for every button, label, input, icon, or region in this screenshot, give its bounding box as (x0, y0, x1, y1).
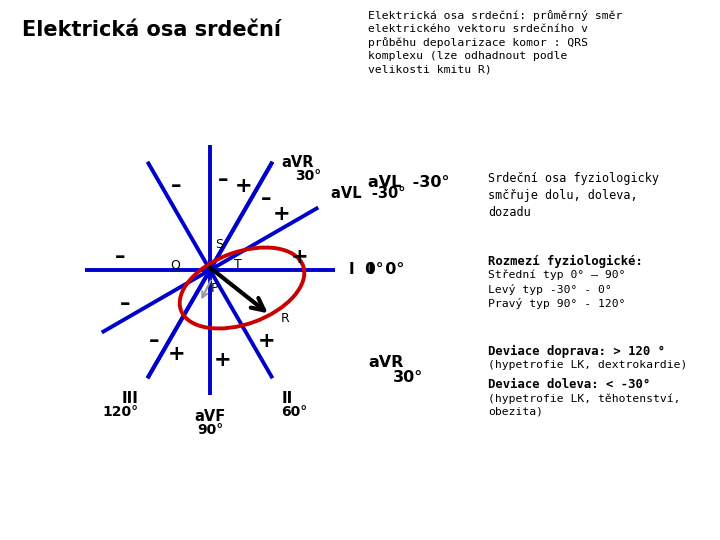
Text: aVL  -30°: aVL -30° (331, 186, 405, 200)
Text: R: R (281, 312, 289, 325)
Text: Elektrická osa srdeční: průměrný směr
elektrického vektoru srdečního v
průběhu d: Elektrická osa srdeční: průměrný směr el… (368, 10, 622, 75)
Text: 30°: 30° (393, 370, 423, 385)
Text: –: – (148, 332, 159, 352)
Text: Střední typ 0° – 90°
Levý typ -30° - 0°
Pravý typ 90° - 120°: Střední typ 0° – 90° Levý typ -30° - 0° … (488, 270, 626, 309)
Text: –: – (120, 294, 131, 314)
Text: S: S (215, 239, 223, 252)
Text: T: T (234, 259, 242, 272)
Text: Deviace doprava: > 120 °: Deviace doprava: > 120 ° (488, 345, 665, 358)
Text: I  0°: I 0° (368, 262, 405, 278)
Text: +: + (291, 247, 309, 267)
Text: +: + (235, 176, 253, 195)
Text: aVR: aVR (368, 355, 403, 370)
Text: Deviace doleva: < -30°: Deviace doleva: < -30° (488, 378, 650, 391)
Text: aVR: aVR (282, 155, 314, 170)
Text: II: II (282, 391, 293, 406)
Text: –: – (114, 247, 125, 267)
Text: 120°: 120° (102, 405, 138, 419)
Text: –: – (217, 170, 228, 190)
Text: –: – (171, 176, 181, 195)
Text: P: P (211, 281, 219, 294)
Text: +: + (214, 350, 232, 370)
Text: 90°: 90° (197, 423, 223, 437)
Text: aVL  -30°: aVL -30° (368, 175, 449, 190)
Text: Rozmezí fyziologické:: Rozmezí fyziologické: (488, 255, 643, 268)
Text: I  0°: I 0° (349, 262, 384, 278)
Text: +: + (258, 332, 275, 352)
Text: (hypetrofie LK, dextrokardie): (hypetrofie LK, dextrokardie) (488, 360, 688, 370)
Text: +: + (168, 345, 185, 364)
Text: aVF: aVF (194, 409, 225, 424)
Text: Q: Q (170, 259, 180, 272)
Text: Elektrická osa srdeční: Elektrická osa srdeční (22, 20, 281, 40)
Text: 30°: 30° (295, 169, 322, 183)
Text: III: III (122, 391, 138, 406)
Text: –: – (261, 188, 271, 208)
Text: +: + (273, 204, 290, 224)
Text: Srdeční osa fyziologicky
smčřuje dolu, doleva,
dozadu: Srdeční osa fyziologicky smčřuje dolu, d… (488, 172, 659, 219)
Text: (hypetrofie LK, těhotenství,
obezita): (hypetrofie LK, těhotenství, obezita) (488, 393, 680, 416)
Text: 60°: 60° (282, 405, 307, 419)
